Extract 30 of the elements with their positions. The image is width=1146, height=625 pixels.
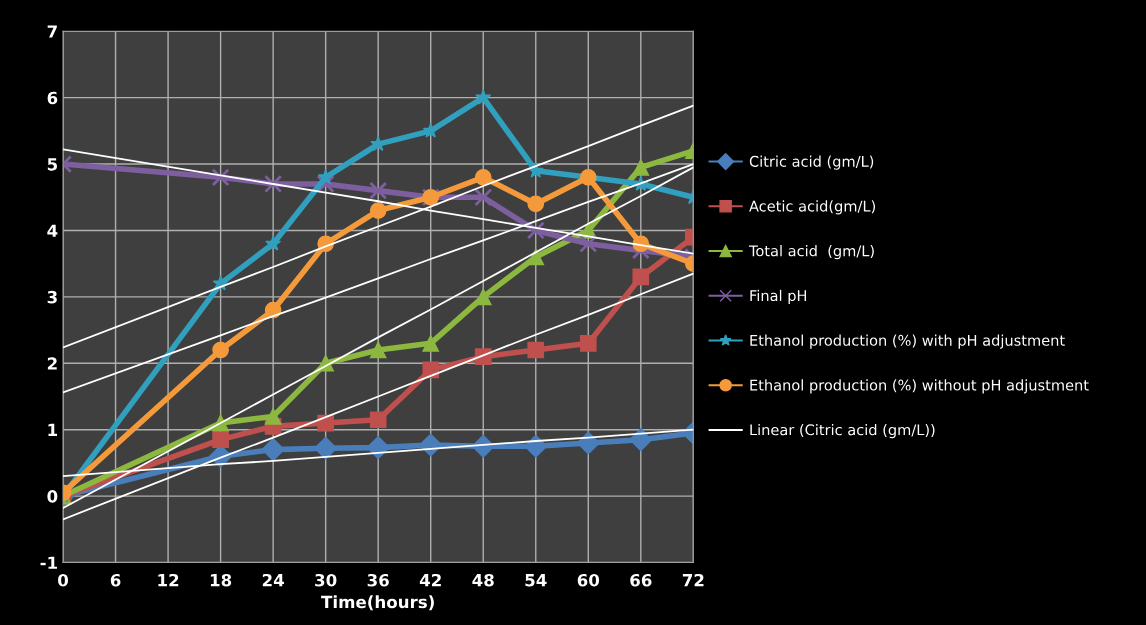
y-tick-label: 0: [47, 490, 58, 503]
legend-label: Acetic acid(gm/L): [749, 200, 876, 215]
x-tick-label: 48: [472, 573, 494, 587]
y-tick-label: 6: [47, 91, 58, 105]
x-tick-label: 60: [577, 573, 600, 587]
x-tick-label: 0: [58, 573, 69, 587]
x-tick-label: 30: [315, 573, 337, 587]
legend-label: Ethanol production (%) with pH adjustment: [750, 334, 1065, 349]
legend-label: Citric acid (gm/L): [749, 155, 874, 170]
y-tick-label: 2: [47, 357, 57, 370]
x-tick-label: 24: [262, 573, 284, 587]
y-tick-label: 5: [47, 158, 57, 171]
x-tick-label: 54: [525, 574, 547, 587]
y-tick-label: 1: [48, 423, 58, 437]
x-tick-label: 72: [682, 573, 704, 587]
x-tick-label: 6: [110, 573, 121, 587]
x-tick-label: 36: [367, 573, 389, 587]
y-tick-label: 3: [47, 290, 57, 304]
legend-label: Ethanol production (%) without pH adjustment: [750, 379, 1089, 394]
legend-label: Total acid (gm/L): [748, 245, 874, 260]
y-tick-label: -1: [40, 556, 58, 569]
x-tick-label: 66: [630, 573, 652, 587]
y-tick-label: 4: [47, 224, 58, 237]
x-axis-title: Time(hours): [321, 595, 434, 611]
x-tick-label: 42: [419, 573, 441, 587]
y-tick-label: 7: [47, 25, 57, 38]
legend-label: Linear (Citric acid (gm/L)): [750, 424, 935, 439]
legend-label: Final pH: [750, 289, 807, 304]
x-tick-label: 18: [210, 573, 232, 587]
x-tick-label: 12: [158, 573, 179, 587]
